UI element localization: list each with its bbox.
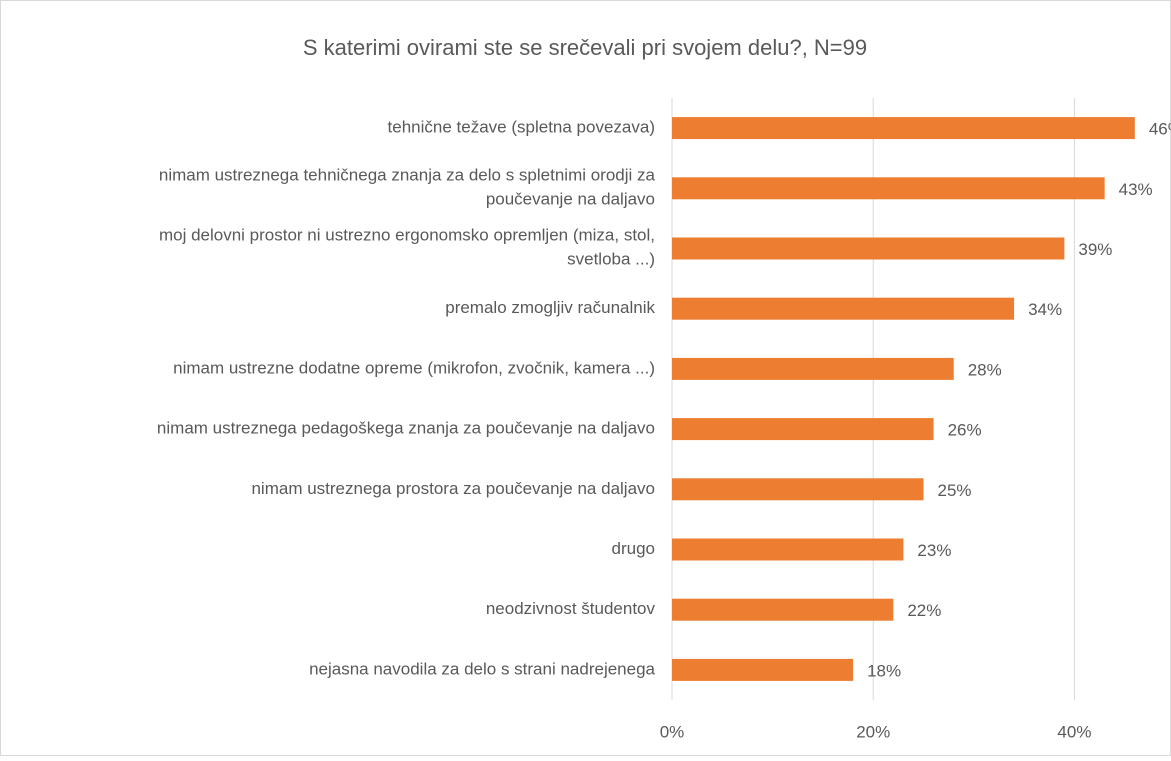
bar bbox=[672, 598, 894, 621]
y-tick-label: nimam ustrezne dodatne opreme (mikrofon,… bbox=[173, 358, 655, 377]
y-tick-label: nimam ustreznega pedagoškega znanja za p… bbox=[157, 419, 655, 438]
data-label: 34% bbox=[1028, 300, 1062, 319]
y-tick-label: neodzivnost študentov bbox=[486, 599, 656, 618]
bar bbox=[672, 357, 954, 380]
data-label: 46% bbox=[1149, 120, 1171, 139]
data-label: 23% bbox=[917, 541, 951, 560]
bar bbox=[672, 237, 1065, 260]
chart-title: S katerimi ovirami ste se srečevali pri … bbox=[303, 35, 867, 60]
bar bbox=[672, 418, 934, 441]
y-tick-label: premalo zmogljiv računalnik bbox=[445, 298, 655, 317]
bar bbox=[672, 478, 924, 501]
x-tick-label: 0% bbox=[660, 722, 685, 741]
y-tick-label: drugo bbox=[612, 539, 655, 558]
y-tick-label: nejasna navodila za delo s strani nadrej… bbox=[309, 659, 655, 678]
y-tick-label: moj delovni prostor ni ustrezno ergonoms… bbox=[159, 226, 655, 269]
y-tick-label: nimam ustreznega prostora za poučevanje … bbox=[251, 479, 655, 498]
x-tick-label: 40% bbox=[1057, 722, 1091, 741]
y-tick-label: nimam ustreznega tehničnega znanja za de… bbox=[159, 166, 656, 209]
data-label: 39% bbox=[1078, 240, 1112, 259]
bar bbox=[672, 117, 1135, 140]
data-label: 28% bbox=[968, 360, 1002, 379]
bar bbox=[672, 538, 904, 561]
bar bbox=[672, 658, 854, 681]
y-tick-label: tehnične težave (spletna povezava) bbox=[388, 118, 655, 137]
data-label: 18% bbox=[867, 661, 901, 680]
data-label: 43% bbox=[1119, 180, 1153, 199]
bar bbox=[672, 297, 1015, 320]
bar bbox=[672, 177, 1105, 200]
data-label: 25% bbox=[938, 481, 972, 500]
x-tick-label: 20% bbox=[856, 722, 890, 741]
data-label: 26% bbox=[948, 421, 982, 440]
data-label: 22% bbox=[907, 601, 941, 620]
